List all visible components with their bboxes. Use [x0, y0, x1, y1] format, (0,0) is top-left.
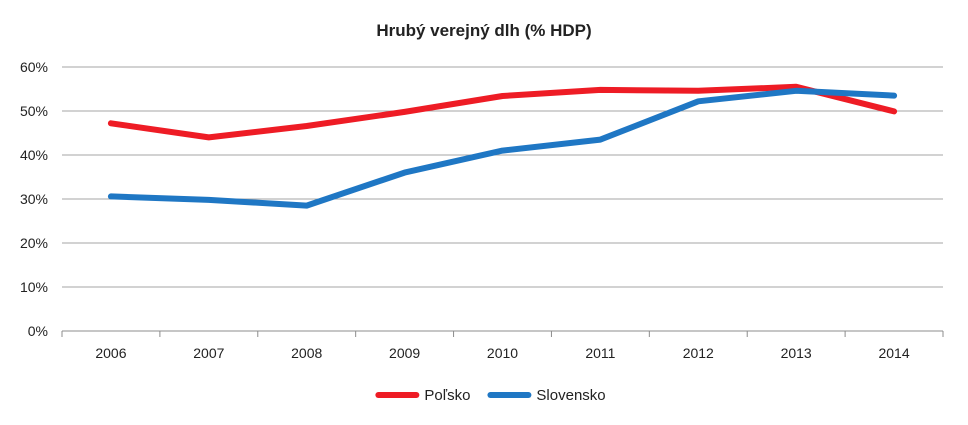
data-point [597, 87, 603, 93]
y-tick-label: 10% [20, 279, 48, 295]
data-point [206, 197, 212, 203]
x-tick-label: 2006 [95, 345, 126, 361]
data-point [500, 148, 505, 154]
chart-title: Hrubý verejný dlh (% HDP) [376, 21, 591, 40]
data-point [304, 203, 310, 209]
series-lines [107, 83, 898, 209]
data-point [695, 98, 701, 104]
x-tick-label: 2013 [781, 345, 812, 361]
y-tick-label: 0% [28, 323, 48, 339]
data-point [108, 120, 114, 126]
x-tick-label: 2014 [878, 345, 909, 361]
x-tick-label: 2007 [193, 345, 224, 361]
y-axis-ticks: 0% 10% 20% 30% 40% 50% 60% [20, 59, 48, 339]
y-tick-label: 40% [20, 147, 48, 163]
data-point [304, 123, 310, 129]
data-point [402, 109, 408, 115]
data-point [597, 137, 603, 143]
x-tick-label: 2012 [683, 345, 714, 361]
legend-label-1: Slovensko [536, 387, 605, 404]
y-tick-label: 60% [20, 59, 48, 75]
y-tick-label: 50% [20, 103, 48, 119]
data-point [695, 88, 701, 94]
x-axis-ticks: 2006 2007 2008 2009 2010 2011 2012 2013 2014 [61, 331, 944, 361]
y-tick-label: 30% [20, 191, 48, 207]
data-point [891, 108, 897, 114]
legend: Poľsko Slovensko [375, 387, 606, 404]
data-point [206, 134, 212, 140]
x-tick-label: 2010 [487, 345, 518, 361]
data-point [793, 88, 799, 94]
x-tick-label: 2011 [585, 345, 615, 361]
x-tick-label: 2008 [291, 345, 322, 361]
legend-label-0: Poľsko [424, 387, 470, 404]
data-point [891, 93, 897, 99]
data-point [402, 170, 408, 176]
data-point [500, 93, 505, 99]
data-point [108, 193, 114, 199]
x-tick-label: 2009 [389, 345, 420, 361]
y-tick-label: 20% [20, 235, 48, 251]
